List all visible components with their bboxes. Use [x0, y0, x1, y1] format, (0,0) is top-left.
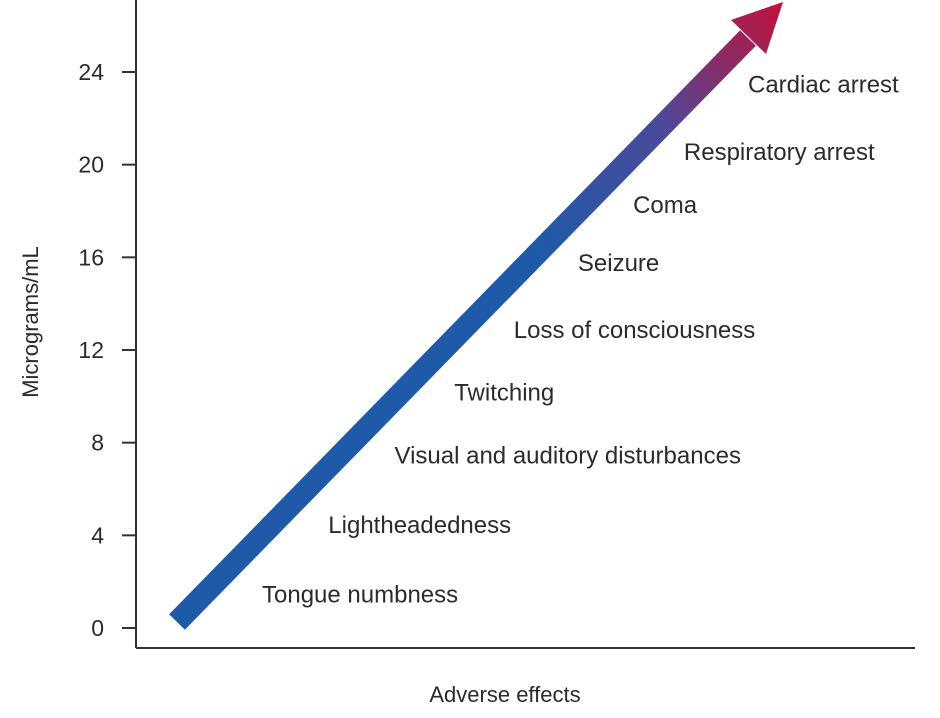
y-tick-label: 20 — [78, 152, 104, 178]
y-tick-label: 8 — [91, 430, 104, 456]
escalation-arrow-head — [731, 2, 783, 54]
y-tick-label: 24 — [78, 59, 104, 85]
effect-label: Respiratory arrest — [684, 139, 875, 166]
effect-label: Twitching — [454, 380, 554, 407]
y-tick-label: 16 — [78, 244, 104, 270]
effect-labels: Tongue numbness Lightheadedness Visual and… — [262, 72, 899, 609]
y-axis-title: Micrograms/mL — [18, 246, 43, 398]
x-axis-title: Adverse effects — [429, 682, 580, 707]
effect-label: Cardiac arrest — [748, 72, 899, 99]
effect-label: Visual and auditory disturbances — [395, 442, 741, 469]
effect-label: Lightheadedness — [328, 512, 511, 539]
y-ticks: 0 4 8 12 16 20 24 — [78, 59, 136, 641]
effect-label: Seizure — [578, 250, 659, 277]
escalation-arrow-shaft — [169, 30, 756, 630]
effect-label: Loss of consciousness — [514, 317, 755, 344]
effect-label: Coma — [633, 192, 698, 219]
y-tick-label: 0 — [91, 615, 104, 641]
y-tick-label: 4 — [91, 522, 104, 548]
effect-label: Tongue numbness — [262, 581, 458, 608]
y-tick-label: 12 — [78, 337, 104, 363]
